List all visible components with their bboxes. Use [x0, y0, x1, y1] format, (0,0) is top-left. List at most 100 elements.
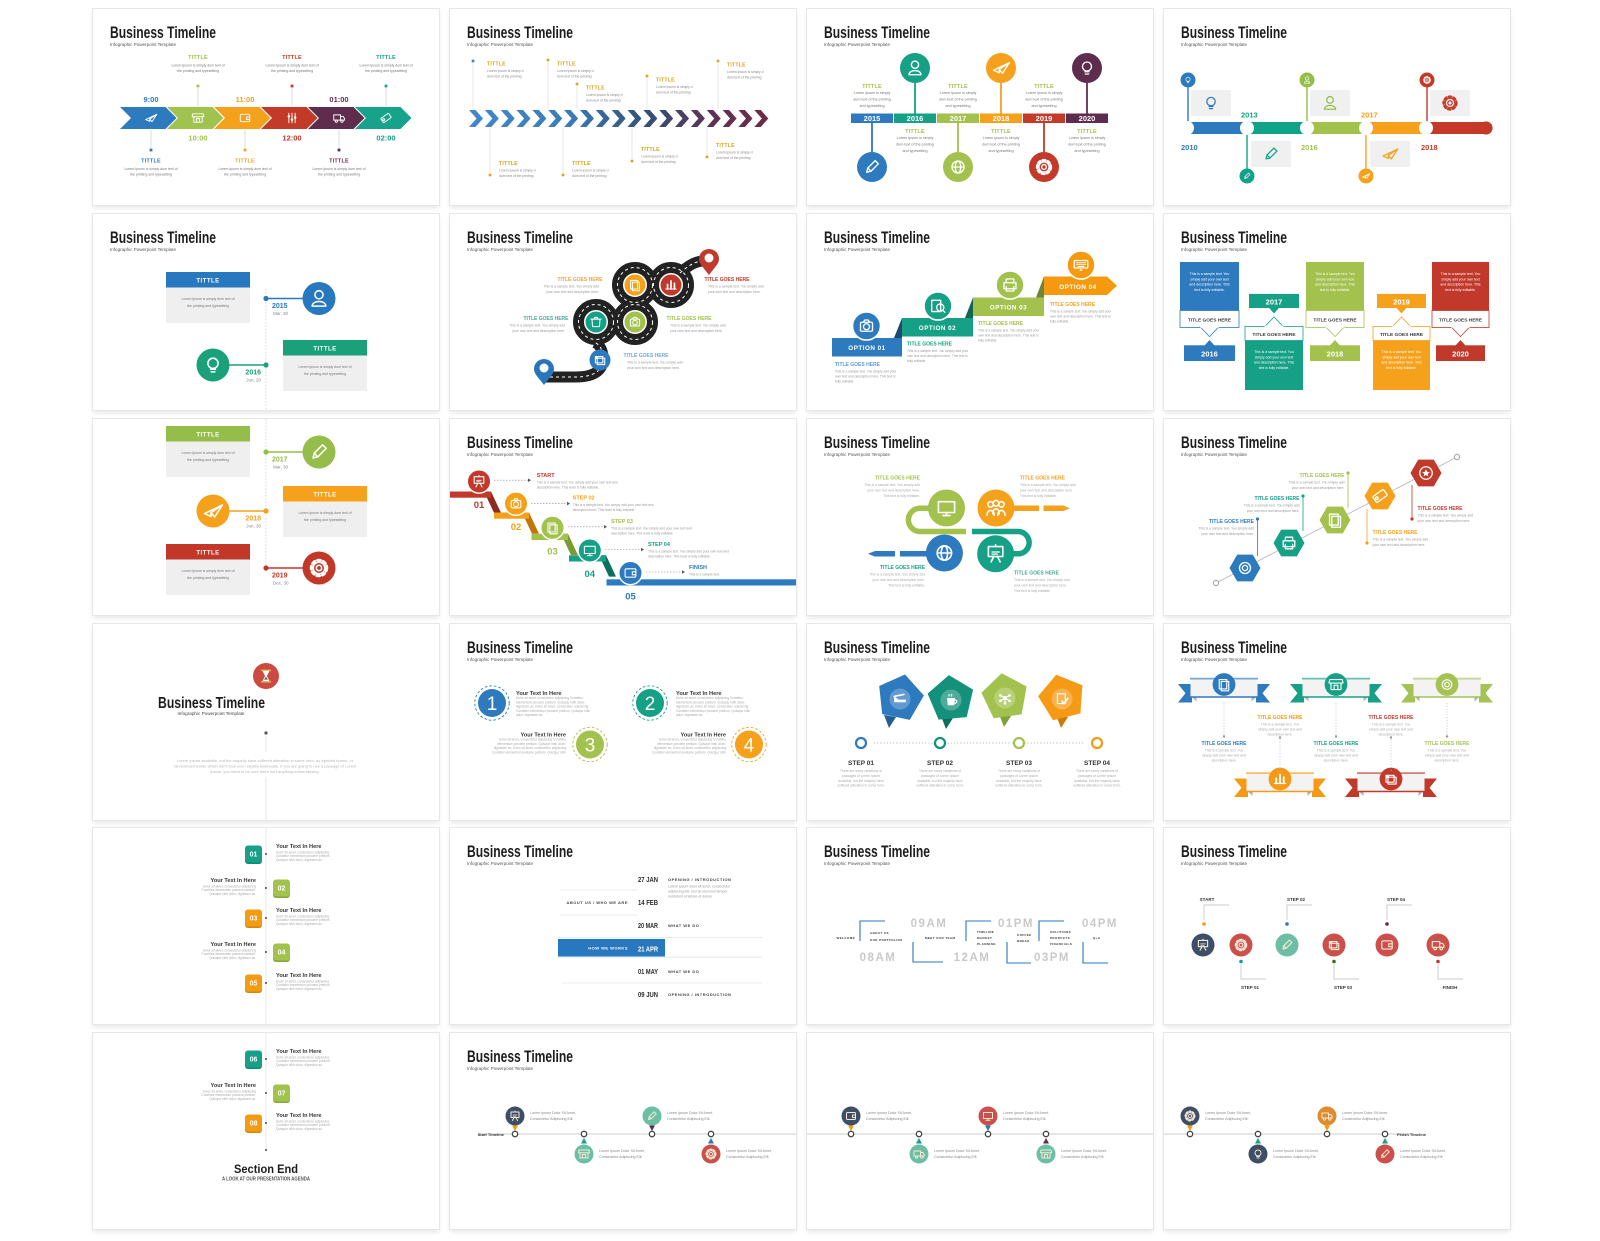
svg-text:SOLUTIONS: SOLUTIONS — [1050, 930, 1071, 934]
svg-text:TITLE GOES HERE: TITLE GOES HERE — [1418, 506, 1464, 512]
svg-text:PLANNING: PLANNING — [977, 942, 996, 946]
svg-text:text is fully editable.: text is fully editable. — [1320, 288, 1351, 292]
svg-text:Business Timeline: Business Timeline — [824, 229, 930, 247]
svg-text:TITTLE: TITTLE — [235, 159, 255, 165]
svg-text:Curabitur elementum posuere pr: Curabitur elementum posuere pretium. Qui… — [676, 709, 750, 713]
svg-text:This is a sample text. You sim: This is a sample text. You simply add — [708, 285, 764, 289]
svg-text:Lorem ipsum dolor sit amet, co: Lorem ipsum dolor sit amet, consectetur — [668, 885, 731, 889]
svg-text:and description here. This: and description here. This — [1254, 361, 1294, 365]
svg-text:TITTLE: TITTLE — [727, 63, 746, 69]
svg-text:adipiscing elit, sed do eiusmo: adipiscing elit, sed do eiusmod tempor — [668, 890, 728, 894]
svg-text:dum text of the printing: dum text of the printing — [853, 97, 891, 101]
svg-text:Lorem Ipsum is simply dum text: Lorem Ipsum is simply dum text of — [312, 167, 365, 171]
svg-text:dum text of the printing: dum text of the printing — [939, 97, 977, 101]
svg-text:14 FEB: 14 FEB — [638, 898, 658, 907]
svg-text:Lorem Ipsum is simply d: Lorem Ipsum is simply d — [586, 93, 623, 97]
svg-text:Curabitur elementum posuere pr: Curabitur elementum posuere pretium. Qui… — [516, 709, 590, 713]
svg-text:This is a sample text. You sim: This is a sample text. You simply add — [1014, 578, 1070, 582]
svg-text:12AM: 12AM — [954, 952, 991, 964]
svg-text:TITTLE: TITTLE — [905, 129, 925, 135]
svg-text:Lorem Ipsum is simply dum text: Lorem Ipsum is simply dum text of — [171, 64, 224, 68]
svg-text:suffered alteration in some fo: suffered alteration in some form, — [916, 784, 963, 788]
svg-text:dignissim ac. Dolor sit amet,: dignissim ac. Dolor sit amet, consectetu… — [676, 705, 749, 709]
svg-text:STEP 04: STEP 04 — [1387, 897, 1405, 902]
svg-text:Lorem Ipsum is simply d: Lorem Ipsum is simply d — [499, 169, 536, 173]
svg-text:This is a sample text. You sim: This is a sample text. You simply add — [1418, 514, 1474, 518]
svg-text:TITTLE: TITTLE — [1034, 84, 1054, 90]
svg-text:simply add your own text and: simply add your own text and — [1369, 728, 1413, 732]
svg-text:Your Text In Here: Your Text In Here — [211, 942, 256, 948]
svg-text:4: 4 — [744, 736, 755, 757]
svg-text:description here. This level i: description here. This level is fully ed… — [573, 508, 636, 512]
svg-text:own text and description here.: own text and description here. This text… — [907, 354, 968, 358]
svg-text:the printing and typesetting: the printing and typesetting — [304, 518, 346, 522]
svg-text:TITLE GOES HERE: TITLE GOES HERE — [907, 342, 953, 348]
svg-text:Consectetur Adipiscing Elit.: Consectetur Adipiscing Elit. — [1061, 1155, 1105, 1159]
svg-text:TITTLE: TITTLE — [376, 55, 396, 61]
svg-text:TITTLE: TITTLE — [557, 62, 576, 68]
svg-text:10:00: 10:00 — [188, 134, 207, 143]
svg-text:Infographic Powerpoint Templat: Infographic Powerpoint Template — [1181, 42, 1247, 47]
svg-text:Lorem Ipsum is simply: Lorem Ipsum is simply — [1069, 136, 1106, 140]
svg-text:TITTLE: TITTLE — [716, 143, 735, 149]
svg-text:09AM: 09AM — [911, 918, 948, 930]
svg-text:9:00: 9:00 — [143, 95, 158, 104]
svg-text:Lorem Ipsum is simply dum text: Lorem Ipsum is simply dum text of — [298, 365, 351, 369]
svg-text:your own text and description: your own text and description here. — [546, 290, 599, 294]
svg-text:Start Timeline: Start Timeline — [478, 1132, 505, 1137]
svg-text:the printing and typesetting: the printing and typesetting — [130, 173, 172, 177]
svg-text:Business Timeline: Business Timeline — [467, 229, 573, 247]
svg-text:START: START — [1200, 897, 1215, 902]
svg-text:TITLE GOES HERE: TITLE GOES HERE — [880, 565, 926, 571]
svg-text:01: 01 — [474, 500, 485, 511]
svg-text:Business Timeline: Business Timeline — [1181, 639, 1287, 657]
svg-text:Lorem Ipsum is simply dum text: Lorem Ipsum is simply dum text of — [181, 297, 234, 301]
svg-text:your own text and description: your own text and description here. — [1373, 543, 1426, 547]
svg-text:BREAK: BREAK — [1017, 939, 1030, 943]
svg-text:Dolor sit amet, consectetur ad: Dolor sit amet, consectetur adipiscing — [276, 1055, 329, 1059]
svg-text:Dolor sit amet, consectetur ad: Dolor sit amet, consectetur adipiscing — [276, 914, 329, 918]
svg-text:fully editable.: fully editable. — [907, 359, 926, 363]
svg-text:Your Text In Here: Your Text In Here — [276, 908, 321, 914]
svg-text:the printing and typesetting: the printing and typesetting — [187, 576, 229, 580]
svg-text:Curabitur elementum posuere pr: Curabitur elementum posuere pretium. — [276, 1123, 331, 1127]
svg-text:Lorem Ipsum is simply d: Lorem Ipsum is simply d — [487, 69, 524, 73]
svg-text:08: 08 — [250, 1121, 258, 1128]
svg-text:Curabitur elementum posuere pr: Curabitur elementum posuere pretium. — [276, 918, 331, 922]
svg-text:Lorem Ipsum Dolor Sit Amet,: Lorem Ipsum Dolor Sit Amet, — [1273, 1149, 1319, 1153]
svg-text:Lorem Ipsum is simply: Lorem Ipsum is simply — [1026, 91, 1063, 95]
svg-text:TITTLE: TITTLE — [196, 433, 219, 439]
svg-text:your own text and description: your own text and description here. — [1292, 486, 1345, 490]
svg-text:2016: 2016 — [1301, 143, 1318, 152]
svg-text:Quisque nibh dolor, dignissim: Quisque nibh dolor, dignissim ac. — [276, 1127, 323, 1131]
svg-text:Business Timeline: Business Timeline — [1181, 434, 1287, 452]
svg-text:the printing and typesetting: the printing and typesetting — [318, 173, 360, 177]
svg-text:STEP 03: STEP 03 — [1334, 985, 1352, 990]
svg-text:Lorem Ipsum Dolor Sit Amet,: Lorem Ipsum Dolor Sit Amet, — [866, 1111, 912, 1115]
svg-text:This is a sample text. You sim: This is a sample text. You simply add yo… — [835, 370, 897, 374]
svg-text:2019: 2019 — [1036, 114, 1053, 123]
svg-text:TITTLE: TITTLE — [991, 129, 1011, 135]
svg-text:TITTLE: TITTLE — [1077, 129, 1097, 135]
svg-text:TITLE GOES HERE: TITLE GOES HERE — [1188, 318, 1232, 324]
svg-text:Jun, 30: Jun, 30 — [246, 524, 261, 529]
svg-text:passages of Lorem Ipsum: passages of Lorem Ipsum — [1000, 774, 1038, 778]
svg-text:Your Text In Here: Your Text In Here — [676, 691, 721, 697]
svg-text:STEP 04: STEP 04 — [648, 542, 671, 548]
svg-text:Lorem Ipsum Dolor Sit Amet,: Lorem Ipsum Dolor Sit Amet, — [726, 1149, 772, 1153]
svg-text:This is a sample text. You: This is a sample text. You — [1254, 350, 1294, 354]
svg-text:Jun, 20: Jun, 20 — [246, 378, 261, 383]
svg-text:2016: 2016 — [245, 370, 261, 377]
svg-text:Infographic Powerpoint Templat: Infographic Powerpoint Template — [824, 452, 890, 457]
svg-text:Lorem Ipsum Dolor Sit Amet,: Lorem Ipsum Dolor Sit Amet, — [1061, 1149, 1107, 1153]
svg-text:Infographic Powerpoint Templat: Infographic Powerpoint Template — [1181, 861, 1247, 866]
svg-text:Your Text In Here: Your Text In Here — [681, 733, 726, 739]
svg-text:text is fully editable.: text is fully editable. — [1445, 288, 1476, 292]
svg-text:Infographic Powerpoint Templat: Infographic Powerpoint Template — [824, 861, 890, 866]
svg-text:description here.: description here. — [1378, 733, 1403, 737]
svg-text:Your Text In Here: Your Text In Here — [516, 691, 561, 697]
svg-text:Lorem Ipsum is simply: Lorem Ipsum is simply — [897, 136, 934, 140]
svg-text:Mar, 30: Mar, 30 — [273, 311, 289, 316]
svg-text:This is a sample text. You sim: This is a sample text. You simply add — [1373, 538, 1429, 542]
svg-text:09 JUN: 09 JUN — [638, 990, 658, 999]
